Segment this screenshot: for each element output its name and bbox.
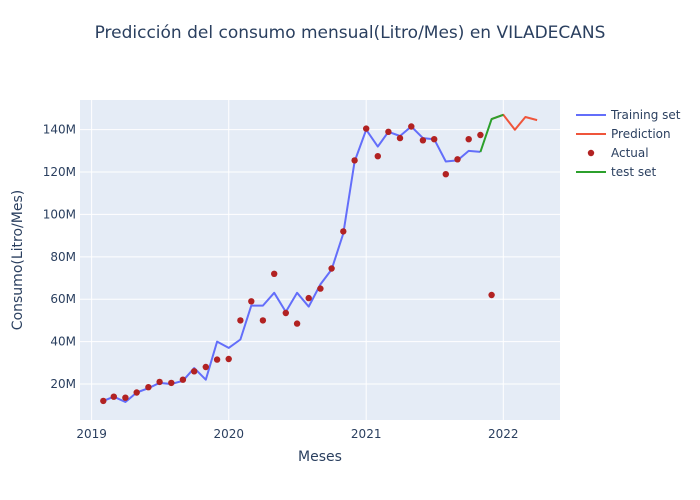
data-point-actual	[385, 128, 392, 135]
data-point-actual	[110, 393, 118, 400]
data-point-actual	[317, 285, 324, 292]
y-tick-label: 140M	[43, 123, 76, 137]
plot-area	[80, 100, 560, 420]
x-tick-label: 2020	[213, 427, 244, 441]
data-point-actual	[259, 317, 267, 324]
data-point-actual	[442, 171, 449, 178]
x-tick-label: 2022	[488, 427, 519, 441]
data-point-actual	[477, 131, 484, 139]
data-point-actual	[122, 394, 129, 401]
data-point-actual	[191, 368, 198, 375]
y-tick-label: 20M	[50, 377, 76, 391]
series-line-test-set	[479, 113, 504, 153]
y-tick-label: 40M	[50, 335, 76, 349]
legend-item-prediction[interactable]: Prediction	[576, 127, 671, 141]
data-point-actual	[305, 294, 312, 302]
chart-title: Predicción del consumo mensual(Litro/Mes…	[95, 23, 606, 43]
tick-labels: 2019 2020 2021 2022 20M 40M 60M 80M 100M 120M 140M	[43, 123, 519, 441]
data-point-actual	[145, 384, 152, 391]
data-point-actual	[133, 389, 140, 396]
legend-label: Training set	[610, 108, 681, 122]
data-point-actual	[213, 356, 221, 363]
data-point-actual	[168, 379, 175, 387]
y-tick-label: 100M	[43, 207, 76, 221]
data-point-actual	[225, 355, 232, 363]
y-tick-label: 80M	[50, 250, 76, 264]
series-layer	[100, 113, 538, 405]
legend-item-test-set[interactable]: test set	[576, 165, 656, 179]
data-point-actual	[202, 363, 209, 371]
data-point-actual	[363, 125, 370, 132]
legend-label: test set	[611, 165, 656, 179]
grid	[80, 100, 560, 420]
data-point-actual	[328, 265, 335, 272]
data-point-actual	[396, 134, 404, 142]
data-point-actual	[100, 397, 107, 405]
y-axis-title: Consumo(Litro/Mes)	[10, 190, 26, 330]
data-point-actual	[351, 157, 358, 164]
legend-label: Actual	[611, 146, 649, 160]
data-point-actual	[465, 136, 472, 143]
data-point-actual	[408, 123, 415, 130]
data-point-actual	[179, 376, 187, 383]
data-point-actual	[282, 309, 289, 317]
legend-label: Prediction	[611, 127, 671, 141]
data-point-actual	[431, 136, 438, 143]
data-point-actual	[340, 228, 347, 235]
y-tick-label: 60M	[50, 292, 76, 306]
data-point-actual	[419, 137, 427, 144]
data-point-actual	[488, 291, 495, 299]
data-point-actual	[293, 320, 301, 327]
data-point-actual	[374, 153, 381, 160]
y-tick-label: 120M	[43, 165, 76, 179]
legend[interactable]: Training set Prediction Actual test set	[576, 108, 681, 179]
x-tick-label: 2019	[76, 427, 107, 441]
x-tick-label: 2021	[351, 427, 382, 441]
series-line-training-set	[102, 125, 481, 403]
data-point-actual	[156, 378, 163, 386]
legend-marker	[587, 149, 595, 157]
data-point-actual	[237, 317, 244, 324]
legend-item-actual[interactable]: Actual	[587, 146, 649, 160]
data-point-actual	[248, 298, 255, 305]
data-point-actual	[271, 270, 278, 277]
x-axis-title: Meses	[298, 449, 342, 465]
legend-item-training-set[interactable]: Training set	[576, 108, 681, 122]
data-point-actual	[454, 156, 461, 163]
